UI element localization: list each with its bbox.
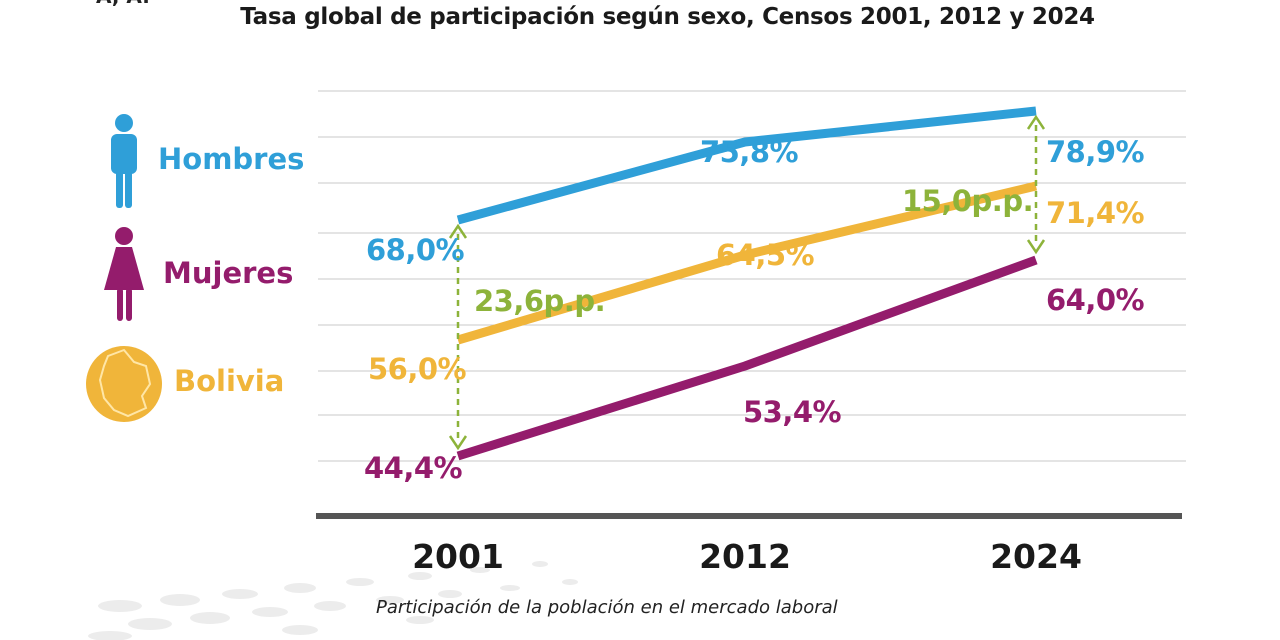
data-labels: 68,0% 75,8% 78,9% 56,0% 64,5% 71,4% 44,4% 53,4%… (364, 135, 1145, 485)
x-tick-label-2024: 2024 (990, 537, 1082, 576)
x-tick-labels: 2001 2012 2024 (412, 537, 1082, 576)
corner-mark: Á, A. (96, 0, 150, 8)
legend-label-hombres: Hombres (158, 142, 305, 176)
man-icon (111, 114, 137, 208)
series-line-mujeres (456, 255, 1038, 461)
series-line-bolivia (456, 181, 1038, 345)
series-line-hombres (456, 106, 1037, 225)
data-label-mujeres-2024: 64,0% (1046, 283, 1145, 317)
data-label-mujeres-2001: 44,4% (364, 451, 463, 485)
gap-arrows (448, 114, 1046, 451)
series-lines (456, 106, 1038, 461)
decorative-dot-pattern (88, 561, 578, 640)
data-label-mujeres-2012: 53,4% (743, 395, 842, 429)
gap-arrow-top-2024 (1026, 114, 1046, 130)
data-label-bolivia-2001: 56,0% (368, 352, 467, 386)
gap-label-2001: 23,6p.p. (474, 284, 605, 318)
gap-arrow-bottom-2001 (448, 435, 468, 451)
bolivia-map-icon (86, 346, 162, 422)
legend-label-bolivia: Bolivia (174, 364, 285, 398)
chart-title: Tasa global de participación según sexo,… (240, 4, 1095, 30)
x-tick-label-2012: 2012 (699, 537, 791, 576)
gap-arrow-top-2001 (448, 223, 468, 239)
data-label-bolivia-2024: 71,4% (1046, 196, 1145, 230)
x-tick-label-2001: 2001 (412, 537, 504, 576)
data-label-hombres-2012: 75,8% (700, 135, 799, 169)
gap-arrow-bottom-2024 (1026, 239, 1046, 255)
legend-label-mujeres: Mujeres (163, 256, 294, 290)
gap-label-2024: 15,0p.p. (902, 184, 1033, 218)
data-label-bolivia-2012: 64,5% (716, 238, 815, 272)
data-label-hombres-2001: 68,0% (366, 233, 465, 267)
woman-icon (104, 227, 144, 321)
data-label-hombres-2024: 78,9% (1046, 135, 1145, 169)
chart-subtitle: Participación de la población en el merc… (376, 597, 838, 618)
